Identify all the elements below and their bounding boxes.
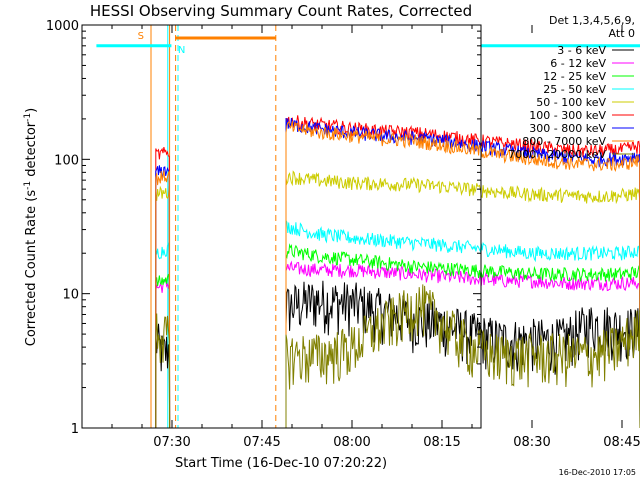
series-line-segment-1 [155,170,171,429]
series-line-segment-2 [285,170,640,429]
series-line-segment-1 [155,242,171,429]
series-lines [155,115,640,429]
axis-ticks: 07:3007:4508:0008:1508:3008:4509:0011010… [46,19,640,450]
series-line-segment-2 [285,243,640,429]
flag-label: N [178,45,185,56]
legend-label: 3 - 6 keV [557,44,606,57]
series-4 [155,170,640,429]
legend-label: 300 - 800 keV [529,122,606,135]
legend-header-line-2: Att 0 [609,27,635,40]
x-tick-label: 08:30 [513,435,550,450]
x-tick-label: 08:00 [333,435,370,450]
series-5 [155,115,640,429]
footer-timestamp: 16-Dec-2010 17:05 [559,468,636,477]
series-line-segment-1 [155,185,171,429]
legend-header-line-1: Det 1,3,4,5,6,9, [549,14,635,27]
series-line-segment-2 [285,220,640,429]
y-axis-label: Corrected Count Rate (s-1 detector-1) [23,108,39,346]
series-0 [155,280,640,429]
legend-label: 50 - 100 keV [536,96,606,109]
x-tick-label: 07:45 [243,435,280,450]
series-8 [155,284,640,429]
x-tick-label: 07:30 [153,435,190,450]
y-tick-label: 10 [62,288,79,303]
series-line-segment-2 [285,260,640,429]
series-line-segment-1 [155,277,171,429]
legend-label: 12 - 25 keV [543,70,606,83]
series-1 [155,260,640,429]
series-2 [155,243,640,429]
y-tick-label: 1000 [46,19,79,34]
legend-label: 800 - 7000 keV [522,135,606,148]
flag-label: S [138,31,144,42]
series-line-segment-1 [155,313,171,429]
series-7 [155,121,640,429]
series-line-segment-2 [285,121,640,429]
series-line-segment-2 [285,284,640,429]
chart-title: HESSI Observing Summary Count Rates, Cor… [90,2,472,20]
x-axis-label: Start Time (16-Dec-10 07:20:22) [175,456,387,471]
legend-label: 100 - 300 keV [529,109,606,122]
series-line-segment-1 [155,273,171,429]
y-tick-label: 100 [54,153,79,168]
y-tick-label: 1 [71,422,79,437]
series-line-segment-2 [285,115,640,429]
x-tick-label: 08:45 [603,435,640,450]
series-3 [155,220,640,429]
plot-frame [81,24,482,429]
legend-label: 7000 - 20000 keV [508,148,606,161]
series-line-segment-1 [155,147,171,429]
legend-label: 6 - 12 keV [550,57,606,70]
legend-label: 25 - 50 keV [543,83,606,96]
x-tick-label: 08:15 [423,435,460,450]
